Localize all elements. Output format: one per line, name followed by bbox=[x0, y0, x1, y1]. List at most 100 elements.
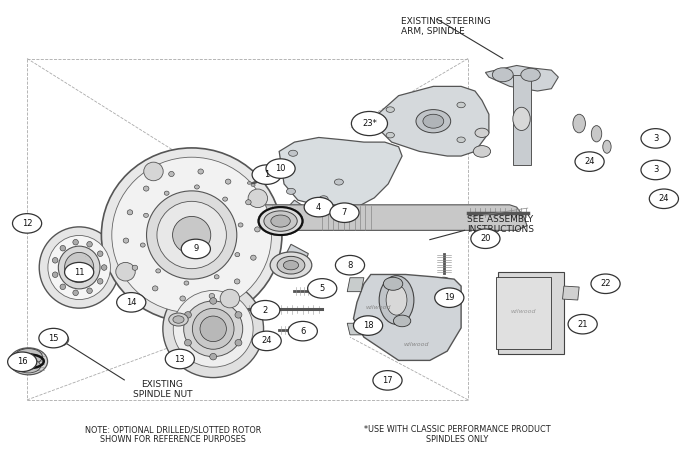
Ellipse shape bbox=[319, 196, 328, 202]
Ellipse shape bbox=[102, 148, 282, 322]
Ellipse shape bbox=[225, 179, 231, 184]
Ellipse shape bbox=[573, 114, 585, 133]
Text: 13: 13 bbox=[174, 354, 186, 363]
Ellipse shape bbox=[144, 186, 149, 191]
Ellipse shape bbox=[423, 114, 444, 128]
Circle shape bbox=[288, 321, 317, 341]
Circle shape bbox=[351, 111, 388, 136]
Ellipse shape bbox=[185, 312, 191, 318]
Ellipse shape bbox=[184, 281, 189, 285]
Text: EXISTING
SPINDLE NUT: EXISTING SPINDLE NUT bbox=[133, 380, 192, 400]
Ellipse shape bbox=[247, 181, 251, 184]
Text: 2: 2 bbox=[262, 306, 268, 315]
Ellipse shape bbox=[386, 107, 394, 112]
Ellipse shape bbox=[169, 172, 174, 177]
Ellipse shape bbox=[384, 277, 402, 290]
Circle shape bbox=[330, 203, 359, 222]
Circle shape bbox=[575, 152, 604, 172]
Ellipse shape bbox=[58, 246, 100, 289]
Ellipse shape bbox=[127, 210, 133, 215]
Text: 24: 24 bbox=[584, 157, 595, 166]
Text: EXISTING STEERING
ARM, SPINDLE: EXISTING STEERING ARM, SPINDLE bbox=[400, 17, 491, 36]
Ellipse shape bbox=[73, 290, 78, 296]
Text: .: . bbox=[89, 271, 90, 275]
Ellipse shape bbox=[48, 235, 111, 299]
Circle shape bbox=[354, 316, 383, 335]
Ellipse shape bbox=[513, 107, 530, 131]
Circle shape bbox=[266, 159, 295, 178]
Polygon shape bbox=[279, 200, 308, 226]
Ellipse shape bbox=[592, 125, 602, 142]
Ellipse shape bbox=[274, 174, 278, 177]
Ellipse shape bbox=[234, 279, 240, 284]
Text: 23*: 23* bbox=[362, 119, 377, 128]
Text: 22: 22 bbox=[601, 279, 611, 288]
Ellipse shape bbox=[246, 200, 251, 205]
Circle shape bbox=[64, 262, 94, 282]
Ellipse shape bbox=[288, 150, 298, 157]
Circle shape bbox=[117, 293, 146, 312]
Ellipse shape bbox=[140, 243, 145, 247]
Ellipse shape bbox=[223, 197, 228, 201]
Circle shape bbox=[181, 239, 211, 258]
Ellipse shape bbox=[335, 179, 344, 185]
Circle shape bbox=[568, 314, 597, 334]
Circle shape bbox=[307, 279, 337, 298]
Text: 19: 19 bbox=[444, 293, 454, 302]
Ellipse shape bbox=[255, 179, 259, 181]
Circle shape bbox=[13, 214, 42, 233]
Ellipse shape bbox=[386, 285, 407, 315]
Text: 3: 3 bbox=[653, 165, 658, 174]
Ellipse shape bbox=[271, 215, 290, 227]
Ellipse shape bbox=[270, 252, 312, 278]
Ellipse shape bbox=[116, 262, 135, 281]
Text: .: . bbox=[85, 254, 86, 258]
Ellipse shape bbox=[457, 102, 466, 108]
Ellipse shape bbox=[473, 146, 491, 157]
Ellipse shape bbox=[603, 140, 611, 153]
Circle shape bbox=[650, 189, 678, 209]
Circle shape bbox=[252, 331, 281, 351]
Ellipse shape bbox=[386, 133, 394, 138]
Text: 8: 8 bbox=[347, 261, 353, 270]
Text: .: . bbox=[91, 262, 92, 266]
Ellipse shape bbox=[286, 188, 295, 195]
Ellipse shape bbox=[214, 275, 219, 279]
Ellipse shape bbox=[39, 227, 119, 308]
Ellipse shape bbox=[153, 286, 158, 291]
Ellipse shape bbox=[416, 110, 451, 133]
Ellipse shape bbox=[195, 185, 200, 189]
Text: wilwood: wilwood bbox=[365, 306, 391, 310]
Ellipse shape bbox=[248, 189, 267, 208]
Ellipse shape bbox=[173, 216, 211, 254]
Ellipse shape bbox=[183, 301, 243, 357]
Ellipse shape bbox=[457, 137, 466, 142]
Ellipse shape bbox=[258, 207, 303, 235]
Ellipse shape bbox=[123, 238, 129, 243]
Ellipse shape bbox=[235, 312, 242, 318]
Ellipse shape bbox=[270, 172, 274, 175]
Circle shape bbox=[8, 352, 37, 372]
Ellipse shape bbox=[258, 180, 262, 183]
Text: 17: 17 bbox=[382, 376, 393, 385]
Circle shape bbox=[641, 160, 670, 180]
Polygon shape bbox=[485, 65, 559, 91]
Polygon shape bbox=[378, 86, 489, 156]
Circle shape bbox=[251, 300, 280, 320]
Circle shape bbox=[641, 129, 670, 148]
Polygon shape bbox=[513, 75, 531, 165]
Ellipse shape bbox=[210, 298, 217, 304]
Text: *USE WITH CLASSIC PERFORMANCE PRODUCT
SPINDLES ONLY: *USE WITH CLASSIC PERFORMANCE PRODUCT SP… bbox=[364, 425, 551, 445]
Circle shape bbox=[373, 371, 402, 390]
Ellipse shape bbox=[169, 313, 188, 326]
Ellipse shape bbox=[209, 293, 215, 298]
Ellipse shape bbox=[112, 157, 272, 313]
Text: 9: 9 bbox=[193, 244, 199, 253]
Ellipse shape bbox=[198, 169, 204, 174]
Text: .: . bbox=[89, 258, 90, 262]
Circle shape bbox=[165, 349, 195, 369]
Circle shape bbox=[435, 288, 464, 307]
Text: 24: 24 bbox=[261, 337, 272, 345]
Ellipse shape bbox=[132, 265, 138, 270]
Text: 10: 10 bbox=[275, 164, 286, 173]
